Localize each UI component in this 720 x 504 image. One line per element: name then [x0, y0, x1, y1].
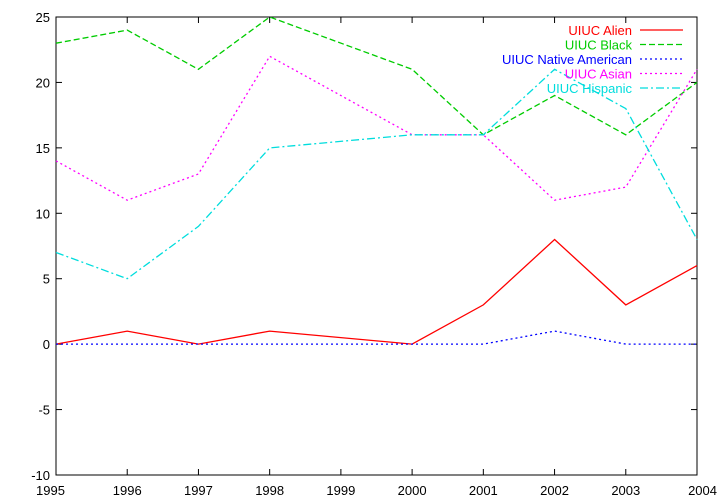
y-tick-label: 20	[36, 75, 50, 90]
x-tick-label: 1998	[255, 483, 284, 498]
y-tick-label: -10	[31, 468, 50, 483]
plot-frame	[55, 16, 698, 476]
y-tick-label: 0	[43, 337, 50, 352]
x-tick-label: 1997	[184, 483, 213, 498]
series-line-uiuc-hispanic	[55, 68, 698, 280]
x-tick-label: 2001	[469, 483, 498, 498]
y-tick-label: 10	[36, 206, 50, 221]
series-lines	[55, 16, 698, 345]
y-tick-label: 15	[36, 141, 50, 156]
x-tick-label: 2002	[540, 483, 569, 498]
legend-label: UIUC Alien	[568, 23, 632, 38]
x-tick-label: 2000	[398, 483, 427, 498]
series-line-uiuc-asian	[55, 55, 698, 201]
series-line-uiuc-native-american	[56, 330, 697, 345]
x-tick-label: 1995	[36, 483, 65, 498]
x-tick-label: 2003	[611, 483, 640, 498]
legend-label: UIUC Hispanic	[547, 81, 633, 96]
y-tick-label: 5	[43, 272, 50, 287]
axis-ticks: -10 -5 0 5 10 15 20 25 1995 1996 1997 1998 1999 2000 2…	[31, 10, 717, 498]
x-tick-label: 1999	[326, 483, 355, 498]
legend-label: UIUC Black	[565, 38, 633, 53]
x-tick-label: 2004	[688, 483, 717, 498]
legend-label: UIUC Native American	[502, 52, 632, 67]
x-tick-label: 1996	[113, 483, 142, 498]
series-line-uiuc-alien	[55, 238, 698, 345]
legend-label: UIUC Asian	[565, 67, 632, 82]
series-line-uiuc-black	[55, 16, 698, 136]
y-tick-label: -5	[38, 403, 50, 418]
y-tick-label: 25	[36, 10, 50, 25]
